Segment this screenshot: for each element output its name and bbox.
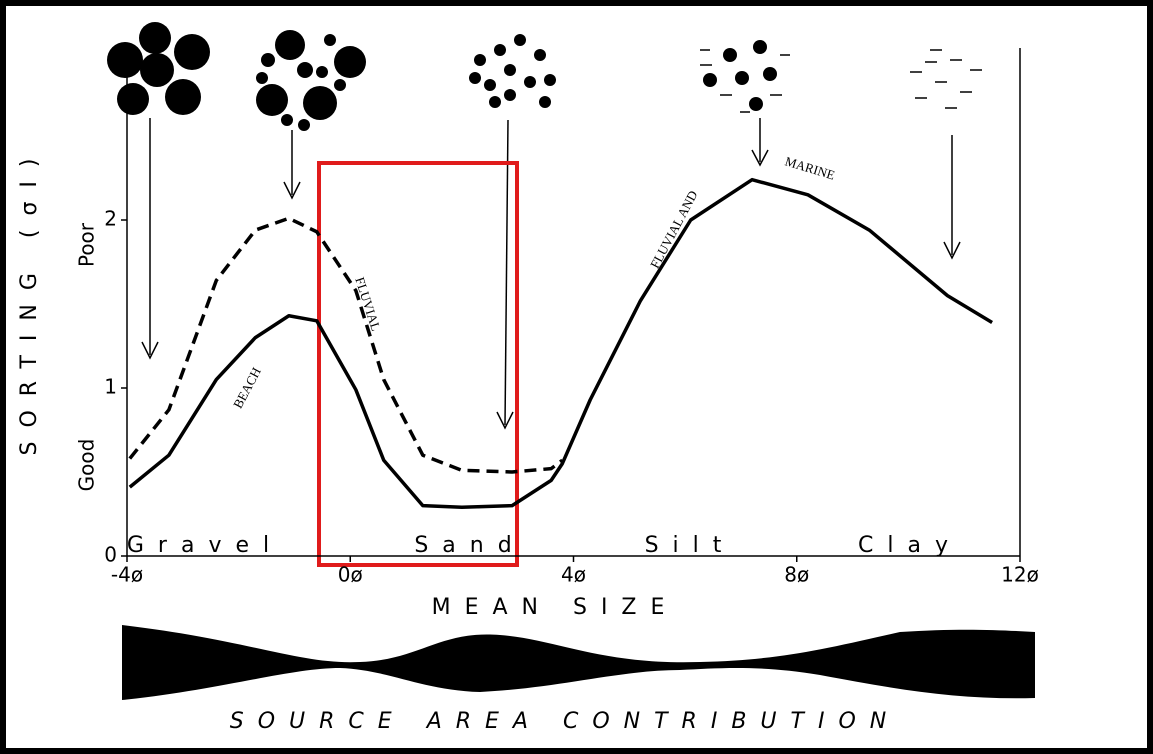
y-good: Good [75,439,99,492]
y-poor: Poor [75,222,99,267]
y-axis-title: SORTING (σI) [17,145,42,456]
x-tick-label: 8ø [784,563,809,587]
size-class-label: Silt [645,533,736,558]
figure: SORTING (σI) Poor Good MEAN SIZE SOURCE … [0,0,1153,754]
source-area-title: SOURCE AREA CONTRIBUTION [230,709,900,734]
y-tick-label: 1 [104,375,117,399]
size-class-label: Gravel [127,533,283,558]
x-axis-title: MEAN SIZE [432,595,679,620]
size-class-label: Sand [414,533,525,558]
x-tick-label: -4ø [111,563,143,587]
x-tick-label: 0ø [338,563,363,587]
y-tick-label: 2 [104,207,117,231]
x-tick-label: 12ø [1001,563,1039,587]
size-class-label: Clay [858,533,962,558]
x-tick-label: 4ø [561,563,586,587]
